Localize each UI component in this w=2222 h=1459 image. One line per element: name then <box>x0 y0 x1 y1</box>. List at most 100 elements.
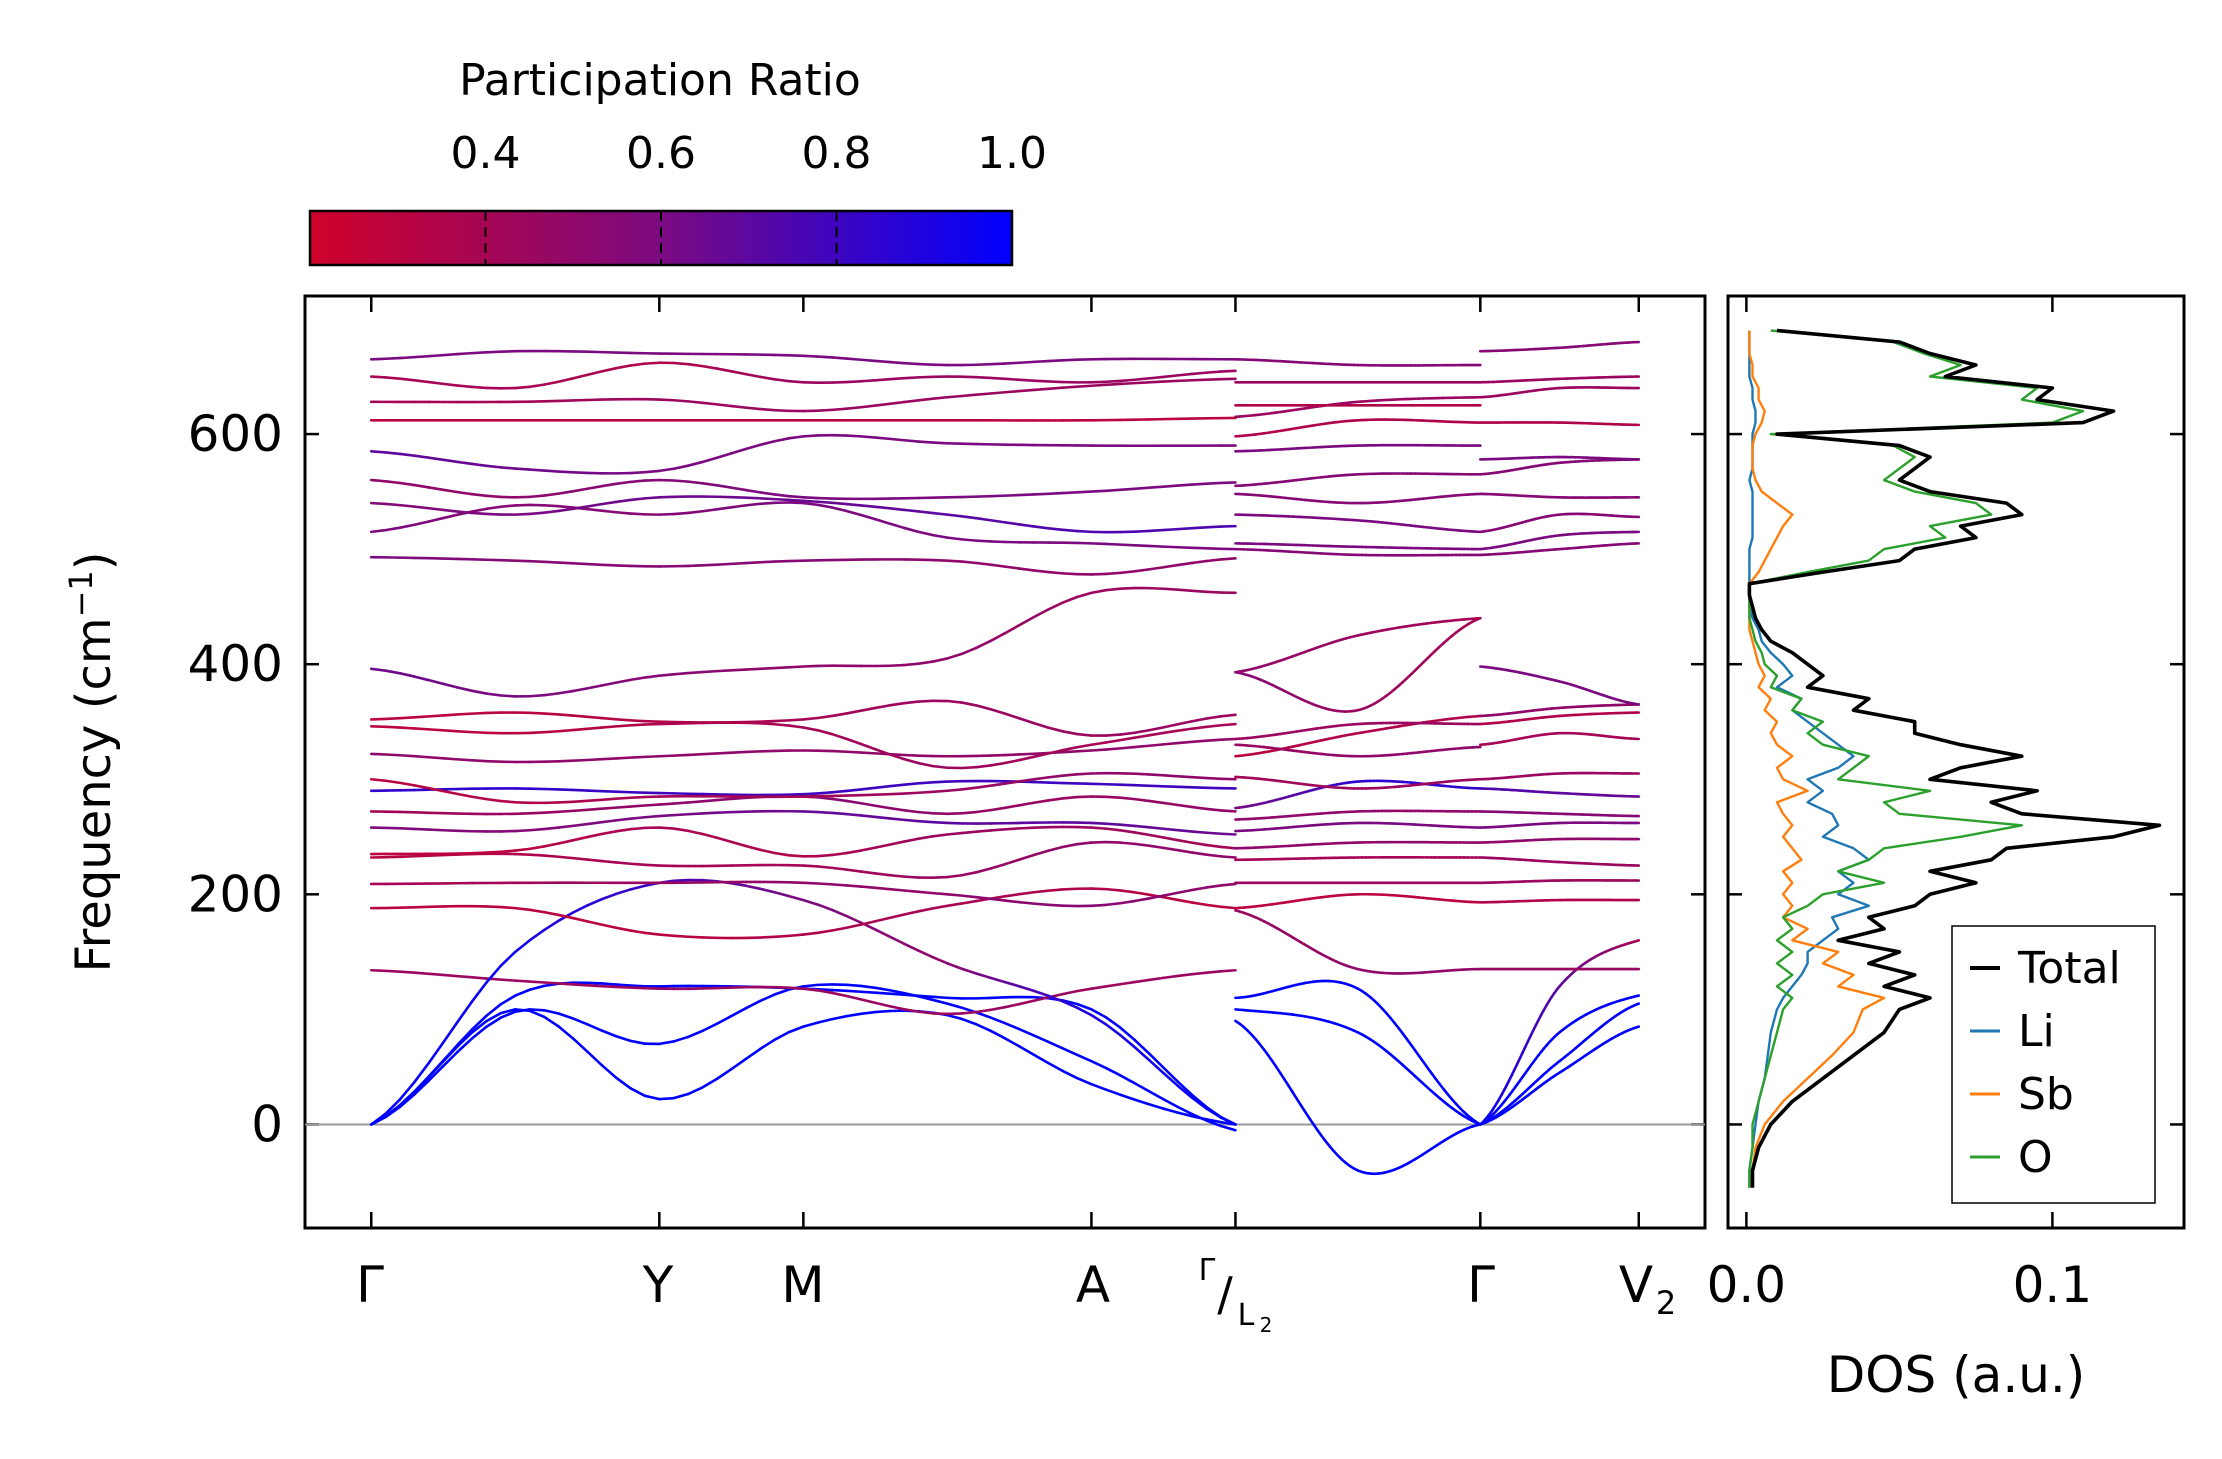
band-segment <box>890 808 904 810</box>
band-segment <box>558 472 572 473</box>
band-segment <box>861 848 875 851</box>
band-segment <box>832 990 846 991</box>
band-segment <box>587 985 601 986</box>
band-segment <box>400 972 414 973</box>
band-segment <box>1063 360 1077 361</box>
band-segment <box>371 451 385 452</box>
band-segment <box>1106 1090 1120 1095</box>
band-segment <box>616 758 630 759</box>
band-segment <box>530 855 544 856</box>
band-segment <box>1135 892 1149 894</box>
band-segment <box>1221 907 1235 908</box>
band-segment <box>991 808 1005 810</box>
band-segment <box>558 1026 572 1038</box>
band-segment <box>1019 828 1033 829</box>
band-segment <box>1019 617 1033 625</box>
band-segment <box>1636 996 1639 997</box>
band-segment <box>674 363 688 364</box>
band-segment <box>573 489 587 492</box>
band-segment <box>1221 558 1235 559</box>
band-0-21 <box>371 435 1235 473</box>
band-segment <box>1048 798 1062 800</box>
band-segment <box>847 436 861 437</box>
band-segment <box>515 830 529 831</box>
band-segment <box>458 714 472 715</box>
band-segment <box>1221 715 1235 716</box>
band-segment <box>429 715 443 716</box>
band-segment <box>1034 361 1048 362</box>
band-segment <box>803 503 817 505</box>
band-segment <box>530 1009 544 1010</box>
band-segment <box>400 357 414 358</box>
band-segment <box>991 978 1005 982</box>
band-segment <box>818 730 832 734</box>
band-segment <box>573 905 587 912</box>
band-segment <box>803 501 817 502</box>
band-segment <box>1163 803 1177 805</box>
band-segment <box>1163 897 1177 900</box>
band-segment <box>486 906 500 907</box>
band-segment <box>1207 592 1221 593</box>
band-segment <box>933 822 947 823</box>
band-segment <box>904 820 918 821</box>
band-segment <box>458 353 472 354</box>
band-segment <box>1221 810 1235 811</box>
band-segment <box>587 983 601 984</box>
band-segment <box>976 518 990 520</box>
band-segment <box>890 439 904 440</box>
band-1-15 <box>1235 618 1480 711</box>
band-segment <box>1163 486 1177 487</box>
band-segment <box>530 732 544 733</box>
band-segment <box>386 452 400 453</box>
band-segment <box>1221 856 1235 857</box>
band-segment <box>1120 545 1134 546</box>
band-segment <box>875 519 889 523</box>
band-segment <box>1019 494 1033 495</box>
band-segment <box>746 408 760 409</box>
band-segment <box>904 793 918 794</box>
band-segment <box>472 713 486 714</box>
band-segment <box>1207 833 1221 834</box>
band-segment <box>1091 543 1105 544</box>
band-segment <box>919 821 933 822</box>
band-2-10 <box>1480 811 1638 816</box>
band-segment <box>386 528 400 530</box>
band-segment <box>904 759 918 763</box>
band-2-19 <box>1480 514 1638 532</box>
band-segment <box>818 866 832 867</box>
band-segment <box>674 400 688 401</box>
band-segment <box>645 1096 659 1099</box>
band-segment <box>1192 373 1206 374</box>
band-segment <box>1091 1084 1105 1089</box>
band-segment <box>1019 855 1033 860</box>
band-segment <box>875 1003 889 1006</box>
band-segment <box>1207 527 1221 528</box>
band-segment <box>775 438 789 441</box>
band-segment <box>688 364 702 366</box>
band-segment <box>544 731 558 732</box>
band-segment <box>674 936 688 937</box>
band-segment <box>962 377 976 378</box>
band-segment <box>573 760 587 761</box>
band-segment <box>1091 823 1105 824</box>
band-segment <box>890 889 904 890</box>
band-segment <box>414 380 428 382</box>
band-segment <box>616 366 630 369</box>
band-segment <box>962 832 976 833</box>
band-segment <box>861 986 875 988</box>
band-segment <box>616 928 630 931</box>
band-segment <box>1106 740 1120 742</box>
band-segment <box>602 925 616 928</box>
band-segment <box>1034 610 1048 618</box>
band-segment <box>760 995 774 1001</box>
band-segment <box>659 674 673 675</box>
band-segment <box>674 880 688 881</box>
band-segment <box>919 763 933 766</box>
band-segment <box>472 732 486 733</box>
band-segment <box>789 355 803 356</box>
band-0-5 <box>371 889 1235 938</box>
band-segment <box>875 930 889 937</box>
band-segment <box>847 752 861 753</box>
band-segment <box>414 756 428 757</box>
band-segment <box>616 1036 630 1041</box>
